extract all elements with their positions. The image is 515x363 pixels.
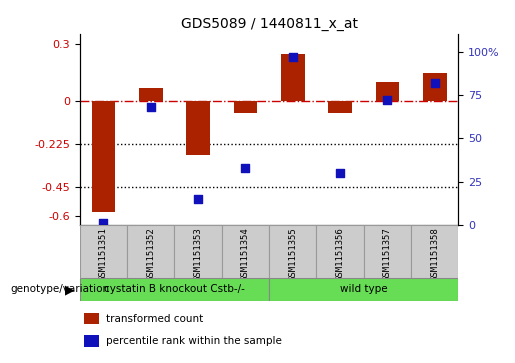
Text: GSM1151358: GSM1151358: [430, 228, 439, 281]
Text: wild type: wild type: [340, 285, 387, 294]
Bar: [83, 335, 99, 347]
Bar: [186, 101, 210, 155]
Point: [99, 220, 108, 226]
Bar: [423, 73, 447, 101]
Point: [288, 54, 297, 60]
Point: [147, 104, 155, 110]
Bar: [127, 225, 175, 278]
Text: GSM1151352: GSM1151352: [146, 228, 156, 281]
Text: percentile rank within the sample: percentile rank within the sample: [106, 336, 282, 346]
Bar: [139, 88, 163, 101]
Bar: [222, 225, 269, 278]
Text: GSM1151354: GSM1151354: [241, 228, 250, 281]
Bar: [234, 101, 258, 113]
Bar: [328, 101, 352, 113]
Text: ▶: ▶: [65, 283, 75, 296]
Bar: [83, 313, 99, 324]
Bar: [375, 82, 399, 101]
Point: [383, 97, 391, 103]
Bar: [269, 225, 316, 278]
Text: transformed count: transformed count: [106, 314, 203, 324]
Point: [431, 80, 439, 86]
Point: [194, 196, 202, 202]
Bar: [80, 225, 127, 278]
Bar: [411, 225, 458, 278]
Bar: [281, 53, 304, 101]
Bar: [364, 225, 411, 278]
Text: cystatin B knockout Cstb-/-: cystatin B knockout Cstb-/-: [104, 285, 245, 294]
Text: GSM1151356: GSM1151356: [336, 228, 345, 281]
Text: GSM1151355: GSM1151355: [288, 228, 297, 281]
Text: GSM1151357: GSM1151357: [383, 228, 392, 281]
Text: GSM1151351: GSM1151351: [99, 228, 108, 281]
Point: [336, 170, 344, 176]
Bar: [316, 225, 364, 278]
Point: [242, 165, 250, 171]
Text: genotype/variation: genotype/variation: [10, 285, 109, 294]
Title: GDS5089 / 1440811_x_at: GDS5089 / 1440811_x_at: [181, 17, 357, 31]
Bar: [175, 225, 222, 278]
Text: GSM1151353: GSM1151353: [194, 228, 202, 281]
Bar: [269, 278, 458, 301]
Bar: [92, 101, 115, 212]
Bar: [80, 278, 269, 301]
